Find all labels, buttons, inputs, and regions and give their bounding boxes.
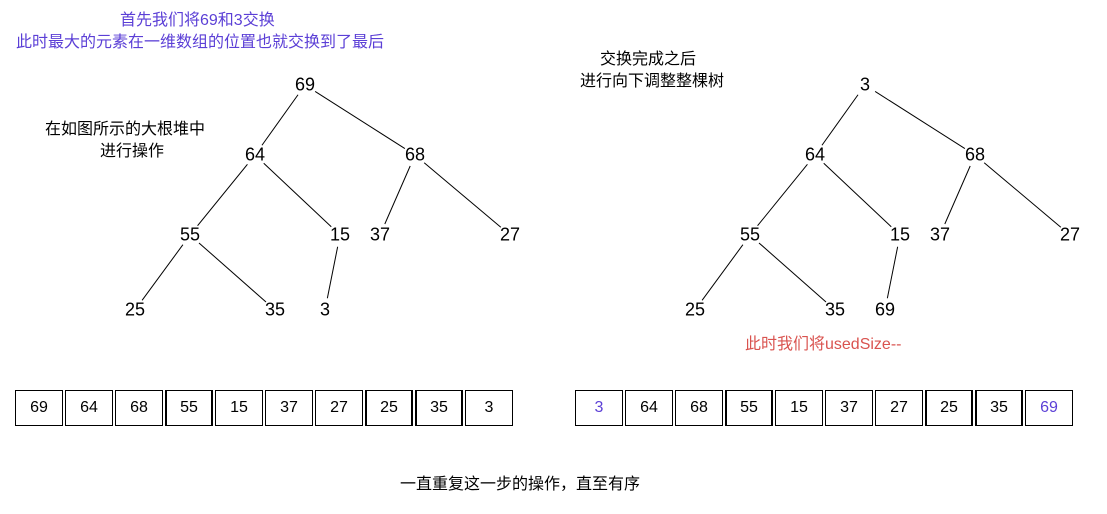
right-tree-node-rrr: 27 — [1060, 225, 1080, 246]
left-tree-node-rl: 37 — [370, 225, 390, 246]
right-array-cell-4: 15 — [775, 390, 823, 426]
left-purple-line1: 首先我们将69和3交换 — [120, 6, 275, 30]
right-tree-node-a: 25 — [685, 300, 705, 321]
right-tree-node-ll: 55 — [740, 225, 760, 246]
left-array-cell-9: 3 — [465, 390, 513, 426]
right-tree-node-l: 64 — [805, 145, 825, 166]
right-array-cell-3: 55 — [725, 390, 773, 426]
right-tree-node-c: 69 — [875, 300, 895, 321]
right-tree-node-lr: 15 — [890, 225, 910, 246]
left-array-cell-0: 69 — [15, 390, 63, 426]
right-array-cell-5: 37 — [825, 390, 873, 426]
right-array-cell-0: 3 — [575, 390, 623, 426]
left-tree-node-rr: 68 — [405, 145, 425, 166]
left-purple-line2: 此时最大的元素在一维数组的位置也就交换到了最后 — [16, 28, 384, 52]
left-array-cell-4: 15 — [215, 390, 263, 426]
right-array-cell-8: 35 — [975, 390, 1023, 426]
left-tree-node-rrr: 27 — [500, 225, 520, 246]
right-array-cell-2: 68 — [675, 390, 723, 426]
left-tree-node-a: 25 — [125, 300, 145, 321]
bottom-caption: 一直重复这一步的操作，直至有序 — [400, 470, 640, 494]
left-tree-node-b: 35 — [265, 300, 285, 321]
right-red-note: 此时我们将usedSize-- — [745, 330, 901, 354]
right-tree-node-b: 35 — [825, 300, 845, 321]
right-array: 3646855153727253569 — [575, 390, 1075, 426]
left-array-cell-7: 25 — [365, 390, 413, 426]
right-array-cell-6: 27 — [875, 390, 923, 426]
left-tree-node-c: 3 — [320, 300, 330, 321]
left-array-cell-6: 27 — [315, 390, 363, 426]
left-array-cell-5: 37 — [265, 390, 313, 426]
right-tree-node-rl: 37 — [930, 225, 950, 246]
left-tree-node-l: 64 — [245, 145, 265, 166]
left-array-cell-3: 55 — [165, 390, 213, 426]
right-tree-node-r: 3 — [860, 75, 870, 96]
left-tree-node-ll: 55 — [180, 225, 200, 246]
right-array-cell-9: 69 — [1025, 390, 1073, 426]
right-array-cell-7: 25 — [925, 390, 973, 426]
right-tree-node-rr: 68 — [965, 145, 985, 166]
left-array-cell-8: 35 — [415, 390, 463, 426]
left-array-cell-1: 64 — [65, 390, 113, 426]
left-tree-node-r: 69 — [295, 75, 315, 96]
left-array: 6964685515372725353 — [15, 390, 515, 426]
left-tree-node-lr: 15 — [330, 225, 350, 246]
left-array-cell-2: 68 — [115, 390, 163, 426]
right-array-cell-1: 64 — [625, 390, 673, 426]
